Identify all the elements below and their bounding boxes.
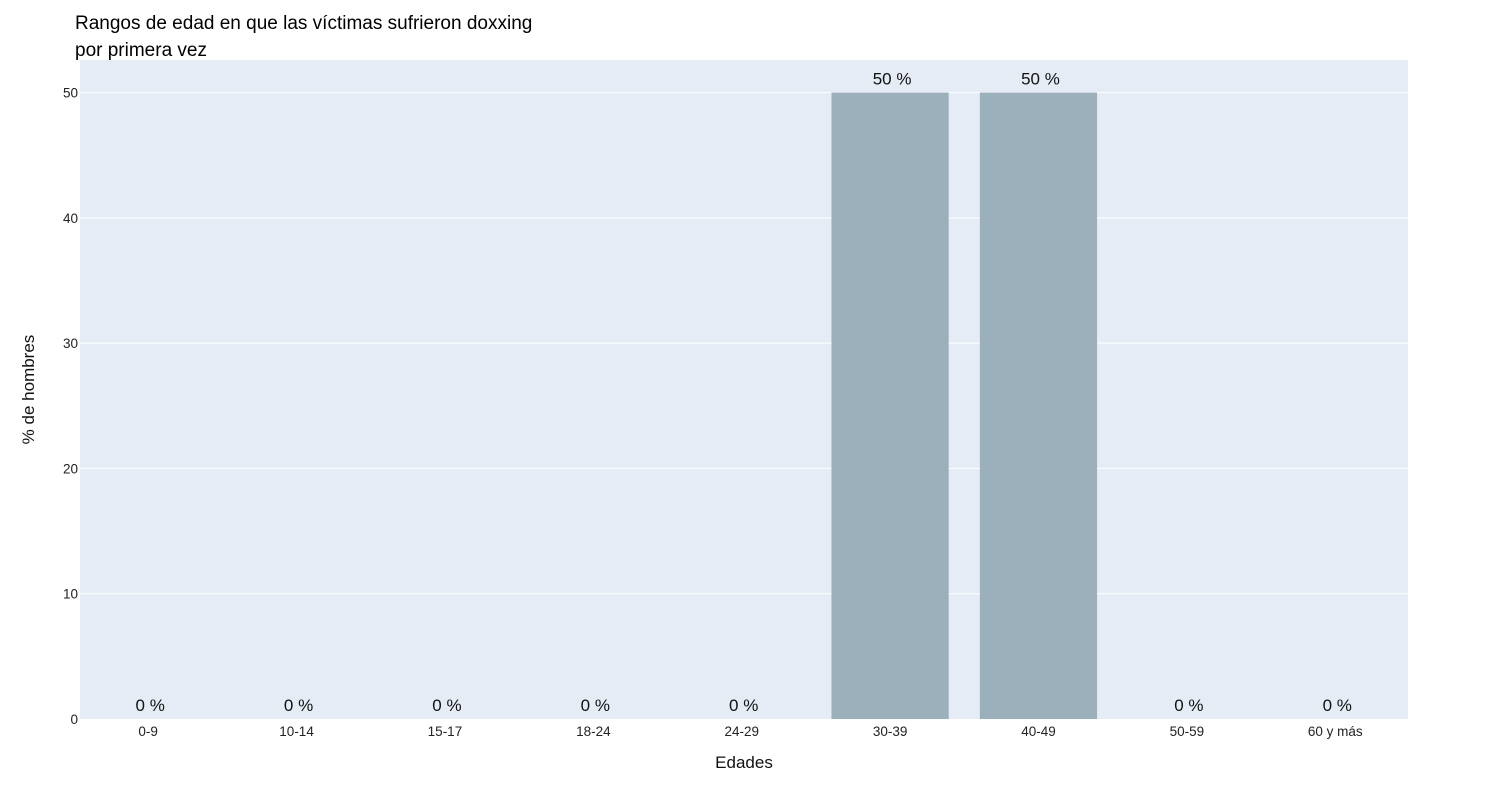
bar-labels: 0 % 0 % 0 % 0 % 0 % 50 % 50 % 0 % 0 % <box>136 70 1352 715</box>
y-axis-title: % de hombres <box>19 335 38 445</box>
bar-data-label: 50 % <box>873 70 912 89</box>
x-tick-label: 24-29 <box>724 724 759 739</box>
x-tick-label: 60 y más <box>1308 724 1363 739</box>
bar-data-label: 50 % <box>1021 70 1060 89</box>
x-axis-ticks: 0-9 10-14 15-17 18-24 24-29 30-39 40-49 50-59 60… <box>138 724 1362 739</box>
bar-data-label: 0 % <box>136 696 165 715</box>
plot-area <box>80 60 1408 719</box>
bars <box>831 92 1098 719</box>
x-axis-title: Edades <box>715 753 773 772</box>
gridlines <box>80 92 1408 595</box>
bar-40-49 <box>979 92 1098 719</box>
y-tick-label: 50 <box>63 86 78 101</box>
bar-data-label: 0 % <box>284 696 313 715</box>
bar-data-label: 0 % <box>1323 696 1352 715</box>
bar-data-label: 0 % <box>581 696 610 715</box>
chart-title: Rangos de edad en que las víctimas sufri… <box>75 13 533 61</box>
y-tick-label: 0 <box>70 712 78 727</box>
x-tick-label: 15-17 <box>428 724 463 739</box>
bar-data-label: 0 % <box>432 696 461 715</box>
x-tick-label: 50-59 <box>1170 724 1205 739</box>
bar-30-39 <box>831 92 949 719</box>
y-tick-label: 30 <box>63 336 78 351</box>
x-tick-label: 10-14 <box>279 724 314 739</box>
x-tick-label: 0-9 <box>138 724 158 739</box>
x-tick-label: 30-39 <box>873 724 908 739</box>
y-tick-label: 10 <box>63 587 78 602</box>
y-tick-label: 40 <box>63 211 78 226</box>
bar-data-label: 0 % <box>1174 696 1203 715</box>
bar-data-label: 0 % <box>729 696 758 715</box>
x-tick-label: 18-24 <box>576 724 611 739</box>
x-tick-label: 40-49 <box>1021 724 1056 739</box>
y-tick-label: 20 <box>63 461 78 476</box>
y-axis-ticks: 0 10 20 30 40 50 <box>63 86 78 727</box>
